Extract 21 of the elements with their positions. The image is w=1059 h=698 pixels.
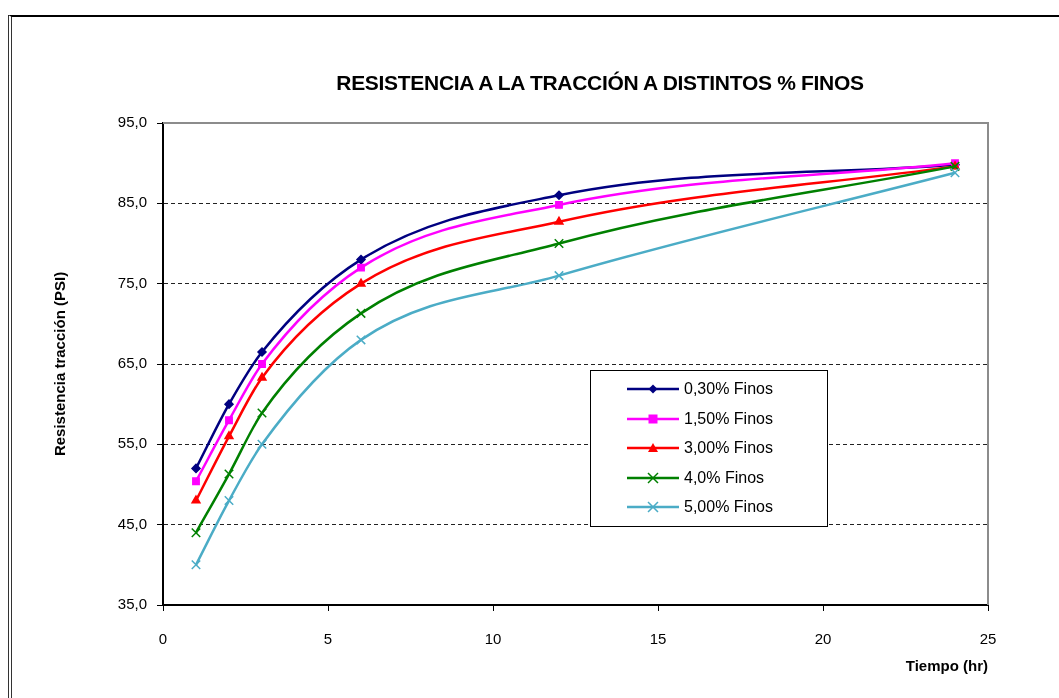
y-tick-label: 55,0 (117, 434, 147, 452)
y-axis-title: Resistencia tracción (PSI) (51, 271, 69, 457)
x-tick-label: 5 (323, 630, 333, 648)
y-tick-label: 95,0 (117, 113, 147, 131)
y-tick-label: 45,0 (117, 514, 147, 532)
y-tick-label: 75,0 (117, 273, 147, 291)
legend-label: 1,50% Finos (684, 409, 773, 428)
legend-label: 0,30% Finos (684, 380, 773, 399)
x-tick-label: 15 (649, 630, 667, 648)
x-tick-label: 20 (814, 630, 832, 648)
y-tick-label: 85,0 (117, 193, 147, 211)
y-tick-label: 35,0 (117, 595, 147, 613)
x-tick-label: 25 (979, 630, 997, 648)
legend-label: 4,0% Finos (684, 468, 765, 487)
legend-label: 3,00% Finos (684, 439, 773, 458)
x-tick-label: 10 (484, 630, 502, 648)
y-tick-label: 65,0 (117, 354, 147, 372)
legend-label: 5,00% Finos (684, 498, 773, 517)
chart-title: RESISTENCIA A LA TRACCIÓN A DISTINTOS % FINOS (335, 71, 865, 95)
x-axis-title: Tiempo (hr) (905, 657, 988, 675)
x-tick-label: 0 (158, 630, 168, 648)
